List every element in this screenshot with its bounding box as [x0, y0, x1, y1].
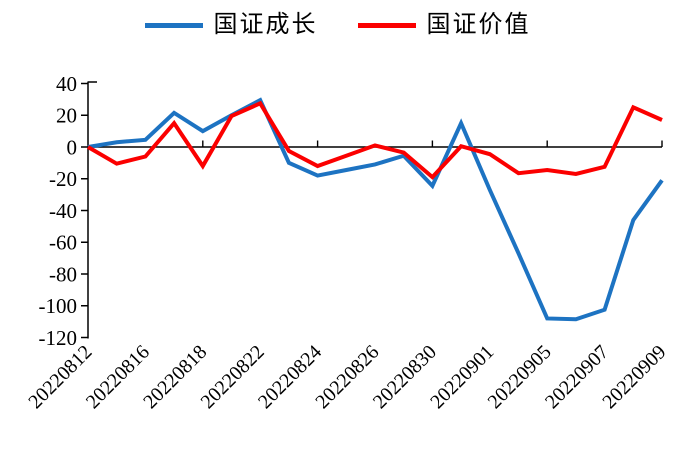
y-tick-label: -20 — [49, 167, 77, 191]
legend-line-sample-blue — [144, 22, 203, 28]
legend-item-value-index: 国证价值 — [357, 12, 531, 38]
y-tick-label: -60 — [49, 231, 77, 255]
legend-label-growth-index: 国证成长 — [213, 12, 318, 38]
y-tick-label: -80 — [49, 262, 77, 286]
series-line-1 — [86, 100, 663, 180]
legend-item-growth-index: 国证成长 — [144, 12, 318, 38]
series-line-0 — [87, 97, 664, 322]
y-tick-label: 40 — [56, 72, 77, 96]
y-tick-label: -100 — [39, 294, 78, 318]
legend-label-value-index: 国证价值 — [426, 12, 531, 38]
y-tick-label: 0 — [67, 135, 78, 159]
y-tick-label: -40 — [49, 199, 77, 223]
x-tick-label: 20220909 — [598, 341, 670, 413]
y-tick-label: 20 — [56, 104, 77, 128]
legend-line-sample-red — [357, 22, 416, 28]
chart-legend: 国证成长 国证价值 — [0, 13, 675, 37]
y-tick-label: -120 — [39, 326, 78, 350]
